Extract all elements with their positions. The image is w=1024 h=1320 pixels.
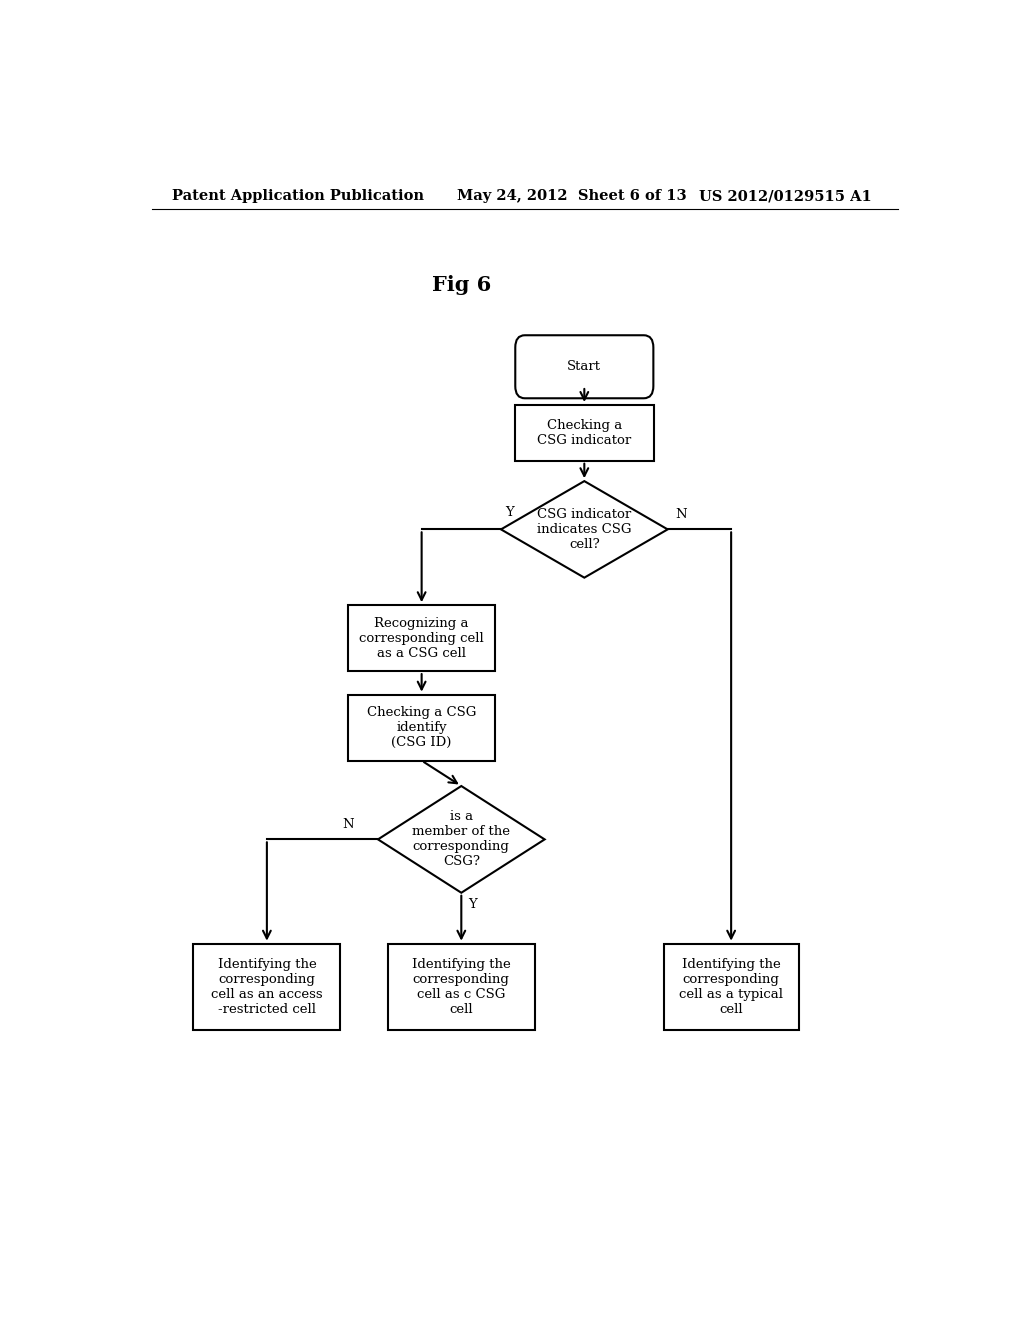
- Text: Checking a
CSG indicator: Checking a CSG indicator: [538, 418, 632, 447]
- Text: May 24, 2012  Sheet 6 of 13: May 24, 2012 Sheet 6 of 13: [458, 189, 687, 203]
- Text: Y: Y: [468, 898, 476, 911]
- Text: Patent Application Publication: Patent Application Publication: [172, 189, 424, 203]
- Text: US 2012/0129515 A1: US 2012/0129515 A1: [699, 189, 872, 203]
- FancyBboxPatch shape: [348, 605, 495, 671]
- Text: is a
member of the
corresponding
CSG?: is a member of the corresponding CSG?: [413, 810, 510, 869]
- FancyBboxPatch shape: [388, 944, 535, 1030]
- FancyBboxPatch shape: [515, 405, 653, 461]
- Text: Recognizing a
corresponding cell
as a CSG cell: Recognizing a corresponding cell as a CS…: [359, 616, 484, 660]
- FancyBboxPatch shape: [515, 335, 653, 399]
- Polygon shape: [378, 785, 545, 892]
- FancyBboxPatch shape: [194, 944, 340, 1030]
- Text: Y: Y: [505, 507, 514, 519]
- Text: Fig 6: Fig 6: [432, 276, 490, 296]
- Text: Identifying the
corresponding
cell as a typical
cell: Identifying the corresponding cell as a …: [679, 958, 783, 1016]
- Text: Start: Start: [567, 360, 601, 374]
- FancyBboxPatch shape: [348, 694, 495, 760]
- Text: N: N: [342, 818, 354, 832]
- Text: CSG indicator
indicates CSG
cell?: CSG indicator indicates CSG cell?: [537, 508, 632, 550]
- Text: Identifying the
corresponding
cell as c CSG
cell: Identifying the corresponding cell as c …: [412, 958, 511, 1016]
- Polygon shape: [501, 480, 668, 578]
- Text: Identifying the
corresponding
cell as an access
-restricted cell: Identifying the corresponding cell as an…: [211, 958, 323, 1016]
- FancyBboxPatch shape: [664, 944, 799, 1030]
- Text: Checking a CSG
identify
(CSG ID): Checking a CSG identify (CSG ID): [367, 706, 476, 748]
- Text: N: N: [676, 508, 687, 521]
